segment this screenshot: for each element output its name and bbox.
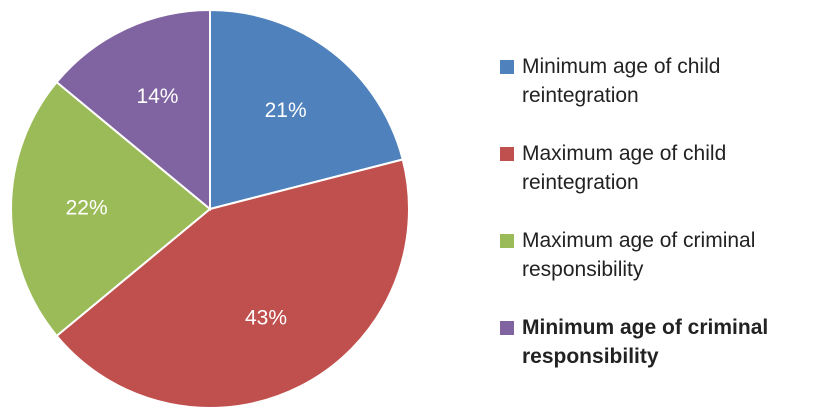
legend-item: Maximum age of criminal responsibility <box>500 226 810 313</box>
pie: 21% 43% 22% 14% <box>10 8 410 408</box>
data-label: 43% <box>245 306 287 329</box>
legend-swatch <box>500 60 514 74</box>
pie-slice <box>209 8 404 211</box>
legend-label: Minimum age of child reintegration <box>522 55 721 107</box>
legend-label: Maximum age of child reintegration <box>522 142 727 194</box>
legend-label: Maximum age of criminal responsibility <box>522 229 756 281</box>
legend-label: Minimum age of criminal responsibility <box>522 316 769 368</box>
legend-swatch <box>500 147 514 161</box>
pie-slice <box>55 158 410 408</box>
legend-swatch <box>500 234 514 248</box>
pie-slice <box>10 80 212 338</box>
legend-item: Minimum age of criminal responsibility <box>500 313 810 400</box>
data-label: 21% <box>265 99 307 122</box>
data-label: 14% <box>136 85 178 108</box>
legend-item: Minimum age of child reintegration <box>500 52 810 139</box>
data-label: 22% <box>66 197 108 220</box>
legend-swatch <box>500 321 514 335</box>
legend: Minimum age of child reintegration Maximu… <box>500 52 810 400</box>
legend-item: Maximum age of child reintegration <box>500 139 810 226</box>
pie-slice <box>55 8 211 212</box>
